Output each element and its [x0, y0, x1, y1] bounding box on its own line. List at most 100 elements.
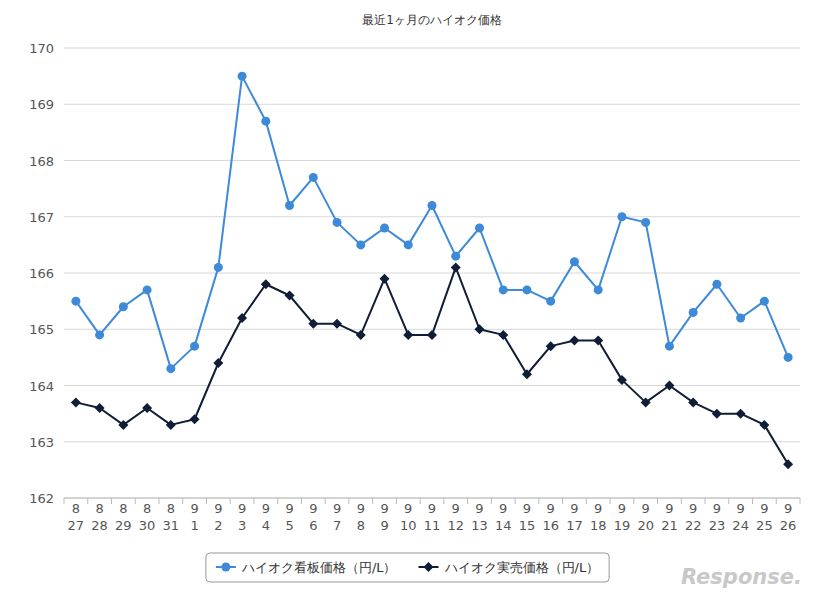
- marker: [285, 291, 295, 301]
- x-tick: [657, 498, 658, 504]
- marker: [119, 302, 128, 311]
- x-tick-label-line: 31: [163, 518, 180, 533]
- grid-line: [64, 441, 800, 442]
- x-tick-label: 923: [709, 501, 726, 533]
- x-tick-label-line: 18: [590, 518, 607, 533]
- x-tick-label-line: 8: [357, 518, 365, 533]
- marker: [71, 297, 80, 306]
- x-tick: [610, 498, 611, 504]
- grid-line: [64, 273, 800, 274]
- y-tick-label: 165: [29, 322, 54, 337]
- x-tick-label-line: 9: [452, 501, 460, 516]
- x-tick: [491, 498, 492, 504]
- x-tick-label: 92: [214, 501, 222, 533]
- x-tick-label-line: 21: [661, 518, 678, 533]
- marker: [213, 358, 223, 368]
- x-tick-label-line: 9: [784, 501, 792, 516]
- x-tick-label-line: 8: [167, 501, 175, 516]
- x-tick-label-line: 5: [285, 518, 293, 533]
- y-tick-label: 168: [29, 154, 54, 169]
- x-tick-label: 916: [542, 501, 559, 533]
- marker: [546, 297, 555, 306]
- x-tick-label: 95: [285, 501, 293, 533]
- grid-line: [64, 385, 800, 386]
- marker: [546, 341, 556, 351]
- x-tick: [111, 498, 112, 504]
- x-tick-label-line: 9: [499, 501, 507, 516]
- x-tick: [752, 498, 753, 504]
- x-tick-label-line: 30: [139, 518, 156, 533]
- y-tick-label: 162: [29, 491, 54, 506]
- x-tick-label-line: 6: [309, 518, 317, 533]
- x-tick-label: 912: [447, 501, 464, 533]
- x-tick-label: 828: [91, 501, 108, 533]
- x-tick-label-line: 14: [495, 518, 512, 533]
- marker: [71, 397, 81, 407]
- x-tick: [158, 498, 159, 504]
- x-tick: [253, 498, 254, 504]
- marker: [237, 313, 247, 323]
- legend-marker: [221, 563, 230, 572]
- marker: [475, 224, 484, 233]
- x-tick-label-line: 20: [637, 518, 654, 533]
- x-tick-label-line: 9: [285, 501, 293, 516]
- grid-line: [64, 160, 800, 161]
- x-tick-label-line: 17: [566, 518, 583, 533]
- marker: [474, 324, 484, 334]
- x-tick: [681, 498, 682, 504]
- legend-label: ハイオク看板価格（円/L）: [241, 560, 397, 575]
- x-tick: [538, 498, 539, 504]
- x-tick-label-line: 27: [68, 518, 85, 533]
- x-tick-label-line: 9: [428, 501, 436, 516]
- x-tick-label-line: 12: [447, 518, 464, 533]
- x-tick-label-line: 9: [214, 501, 222, 516]
- x-tick-label-line: 9: [523, 501, 531, 516]
- marker: [332, 319, 342, 329]
- x-tick-label-line: 29: [115, 518, 132, 533]
- marker: [356, 330, 366, 340]
- marker: [499, 285, 508, 294]
- x-tick-label-line: 9: [594, 501, 602, 516]
- marker: [380, 274, 390, 284]
- marker: [190, 414, 200, 424]
- x-tick-label-line: 9: [570, 501, 578, 516]
- marker: [641, 397, 651, 407]
- x-tick-label-line: 3: [238, 518, 246, 533]
- x-tick-label-line: 13: [471, 518, 488, 533]
- marker: [118, 420, 128, 430]
- series: [71, 262, 793, 469]
- x-tick-label: 93: [238, 501, 246, 533]
- marker: [712, 409, 722, 419]
- marker: [784, 353, 793, 362]
- x-tick-label: 920: [637, 501, 654, 533]
- x-tick-label-line: 9: [547, 501, 555, 516]
- legend: ハイオク看板価格（円/L）ハイオク実売価格（円/L）: [206, 553, 609, 582]
- x-tick: [206, 498, 207, 504]
- x-tick: [372, 498, 373, 504]
- x-tick: [776, 498, 777, 504]
- marker: [261, 279, 271, 289]
- x-tick-label-line: 9: [618, 501, 626, 516]
- x-tick-label: 919: [614, 501, 631, 533]
- x-tick-label-line: 22: [685, 518, 702, 533]
- x-tick: [325, 498, 326, 504]
- marker: [688, 397, 698, 407]
- x-tick-label: 917: [566, 501, 583, 533]
- x-tick-label-line: 8: [72, 501, 80, 516]
- marker: [522, 369, 532, 379]
- x-tick: [420, 498, 421, 504]
- grid-line: [64, 329, 800, 330]
- x-tick-label-line: 15: [519, 518, 536, 533]
- x-tick: [230, 498, 231, 504]
- marker: [522, 285, 531, 294]
- x-tick-label-line: 9: [380, 501, 388, 516]
- x-tick-label: 913: [471, 501, 488, 533]
- x-axis: [64, 498, 800, 499]
- x-tick-label: 926: [780, 501, 797, 533]
- x-tick: [182, 498, 183, 504]
- x-tick-label: 99: [380, 501, 388, 533]
- legend-item: ハイオク看板価格（円/L）: [216, 560, 397, 575]
- marker: [664, 381, 674, 391]
- marker: [570, 257, 579, 266]
- marker: [404, 240, 413, 249]
